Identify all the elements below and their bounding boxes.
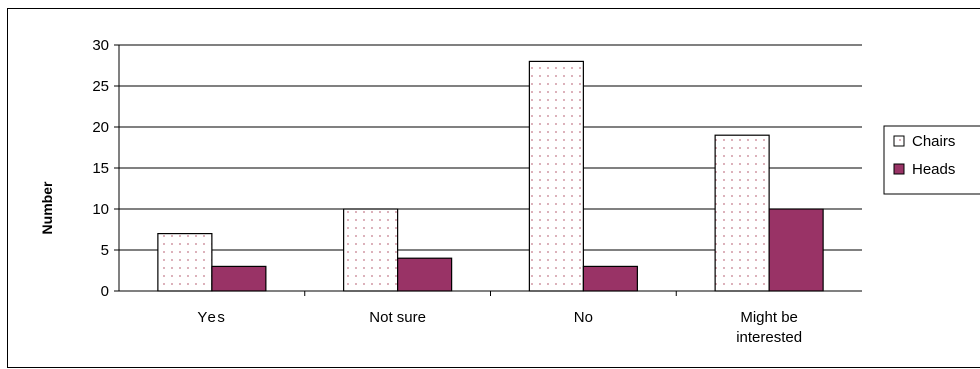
y-tick-label: 15 xyxy=(92,160,109,177)
y-tick-label: 30 xyxy=(92,37,109,54)
chart-frame xyxy=(7,8,980,368)
bars xyxy=(157,60,824,292)
legend-label-chairs: Chairs xyxy=(912,133,955,150)
y-tick-label: 10 xyxy=(92,201,109,218)
legend-swatch-chairs xyxy=(893,135,905,147)
bar-chairs-0 xyxy=(157,233,213,292)
y-tick-label: 5 xyxy=(101,242,109,259)
legend-label-heads: Heads xyxy=(912,161,955,178)
axes: 0 5 10 15 20 25 30 Yes Not sure No Might be interes… xyxy=(92,37,862,346)
y-tick-label: 25 xyxy=(92,78,109,95)
legend-swatch-heads xyxy=(893,163,905,175)
bar-heads-2 xyxy=(582,265,638,292)
gridlines xyxy=(119,44,862,251)
x-tick-label: Not sure xyxy=(369,309,426,326)
bar-heads-1 xyxy=(397,257,453,292)
x-tick-label: interested xyxy=(736,329,802,346)
y-axis-label: Number xyxy=(39,181,55,234)
bar-heads-0 xyxy=(211,265,267,292)
bar-chairs-3 xyxy=(714,134,770,292)
bar-chairs-1 xyxy=(343,208,399,292)
y-tick-label: 0 xyxy=(101,283,109,300)
x-tick-label: No xyxy=(574,309,593,326)
legend: Chairs Heads xyxy=(883,125,980,195)
bar-chairs-2 xyxy=(528,60,584,292)
y-tick-label: 20 xyxy=(92,119,109,136)
x-tick-label: Might be xyxy=(740,309,798,326)
x-tick-label: Yes xyxy=(197,309,226,326)
bar-heads-3 xyxy=(768,208,824,292)
